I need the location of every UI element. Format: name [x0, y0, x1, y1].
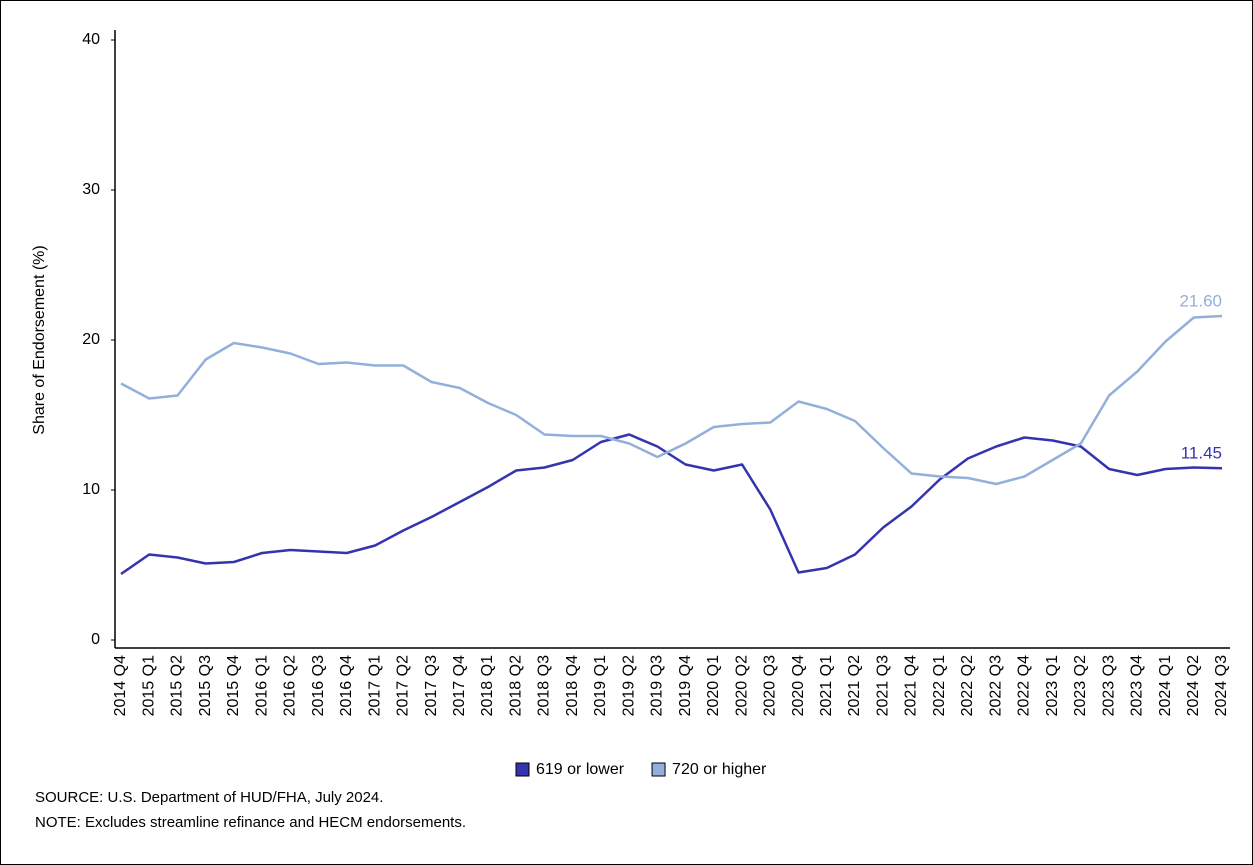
x-tick-label: 2017 Q4	[451, 655, 468, 716]
x-tick-label: 2016 Q4	[338, 655, 355, 716]
y-tick-label: 30	[82, 181, 100, 198]
x-tick-label: 2024 Q1	[1157, 655, 1174, 716]
x-tick-label: 2017 Q1	[366, 655, 383, 716]
y-axis-label: Share of Endorsement (%)	[31, 245, 48, 434]
x-tick-label: 2015 Q4	[225, 655, 242, 716]
x-tick-label: 2019 Q4	[677, 655, 694, 716]
x-tick-label: 2016 Q2	[282, 655, 299, 716]
legend-label: 720 or higher	[672, 761, 767, 778]
x-tick-label: 2020 Q2	[733, 655, 750, 716]
data-label: 21.60	[1179, 291, 1222, 310]
x-tick-label: 2015 Q2	[169, 655, 186, 716]
x-tick-label: 2020 Q1	[705, 655, 722, 716]
x-tick-label: 2022 Q3	[987, 655, 1004, 716]
note: SOURCE: U.S. Department of HUD/FHA, July…	[35, 789, 383, 806]
x-tick-label: 2020 Q3	[762, 655, 779, 716]
x-tick-label: 2016 Q1	[253, 655, 270, 716]
x-tick-label: 2018 Q1	[479, 655, 496, 716]
x-tick-label: 2014 Q4	[112, 655, 129, 716]
x-tick-label: 2024 Q2	[1185, 655, 1202, 716]
series-line	[120, 314, 1223, 486]
x-tick-label: 2018 Q3	[536, 655, 553, 716]
x-tick-label: 2022 Q1	[931, 655, 948, 716]
legend-label: 619 or lower	[536, 761, 625, 778]
x-tick-label: 2018 Q4	[564, 655, 581, 716]
x-tick-label: 2018 Q2	[507, 655, 524, 716]
y-tick-label: 40	[82, 31, 100, 48]
y-tick-label: 20	[82, 331, 100, 348]
y-tick-label: 0	[91, 631, 100, 648]
x-tick-label: 2020 Q4	[790, 655, 807, 716]
x-tick-label: 2015 Q3	[197, 655, 214, 716]
x-tick-label: 2017 Q3	[423, 655, 440, 716]
x-tick-label: 2024 Q3	[1213, 655, 1230, 716]
x-tick-label: 2019 Q3	[649, 655, 666, 716]
legend-swatch	[515, 762, 530, 777]
data-label: 11.45	[1181, 444, 1222, 463]
x-tick-label: 2023 Q3	[1100, 655, 1117, 716]
x-tick-label: 2021 Q2	[846, 655, 863, 716]
x-tick-label: 2021 Q1	[818, 655, 835, 716]
y-tick-label: 10	[82, 481, 100, 498]
x-tick-label: 2023 Q4	[1129, 655, 1146, 716]
x-tick-label: 2021 Q4	[903, 655, 920, 716]
x-tick-label: 2016 Q3	[310, 655, 327, 716]
note: NOTE: Excludes streamline refinance and …	[35, 814, 466, 831]
x-tick-label: 2023 Q1	[1044, 655, 1061, 716]
x-tick-label: 2015 Q1	[140, 655, 157, 716]
x-tick-label: 2022 Q2	[959, 655, 976, 716]
legend-swatch	[651, 762, 666, 777]
x-tick-label: 2017 Q2	[395, 655, 412, 716]
x-tick-label: 2021 Q3	[874, 655, 891, 716]
x-tick-label: 2022 Q4	[1016, 655, 1033, 716]
x-tick-label: 2019 Q1	[592, 655, 609, 716]
x-tick-label: 2019 Q2	[620, 655, 637, 716]
x-tick-label: 2023 Q2	[1072, 655, 1089, 716]
series-line	[120, 433, 1223, 576]
